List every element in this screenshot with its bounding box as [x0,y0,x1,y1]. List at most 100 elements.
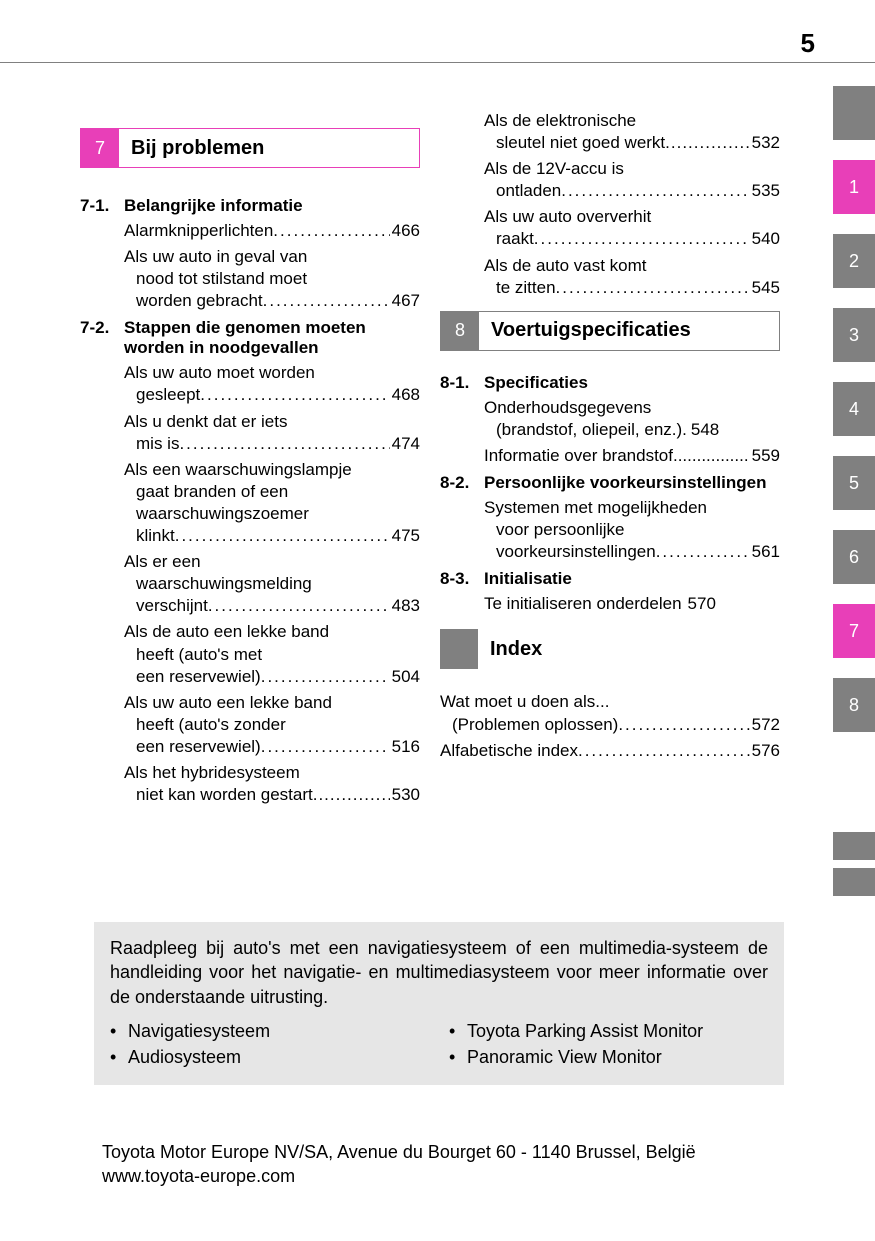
entry-text: heeft (auto's zonder [124,714,420,736]
side-tab-2[interactable]: 2 [833,234,875,288]
leader-dots [179,433,389,455]
info-intro: Raadpleeg bij auto's met een navigatiesy… [110,936,768,1009]
top-rule [0,62,875,63]
footer-text: Toyota Motor Europe NV/SA, Avenue du Bou… [102,1140,782,1189]
info-box: Raadpleeg bij auto's met een navigatiesy… [94,922,784,1085]
entry-text: Als de 12V-accu is [484,158,780,180]
entry-page: 540 [750,228,780,250]
entry-text: Als een waarschuwingslampje [124,459,420,481]
leader-dots [208,595,390,617]
entry-page: 548 [687,419,719,441]
toc-entry[interactable]: Als uw auto moet worden gesleept468 [124,362,420,406]
entry-text: niet kan worden gestart [136,784,313,806]
entry-page: 504 [390,666,420,688]
list-item-text: Audiosysteem [128,1045,241,1069]
entry-text: Te initialiseren onderdelen [484,593,682,615]
toc-entry[interactable]: Als uw auto oververhit raakt540 [484,206,780,250]
toc-entry[interactable]: Als de 12V-accu is ontladen535 [484,158,780,202]
entry-page: 516 [390,736,420,758]
entry-page: 466 [390,220,420,242]
toc-entry[interactable]: Systemen met mogelijkheden voor persoonl… [484,497,780,563]
section-index-header: Index [440,629,780,669]
leader-dots [273,220,389,242]
side-tab-blank[interactable] [833,86,875,140]
toc-entry[interactable]: Als de auto een lekke band heeft (auto's… [124,621,420,687]
bullet-icon: • [449,1045,467,1069]
list-item: •Audiosysteem [110,1045,429,1069]
entry-text: Als de auto vast komt [484,255,780,277]
subhead-7-1: 7-1. Belangrijke informatie [80,196,420,216]
section-index-number [440,629,478,669]
bullet-icon: • [110,1045,128,1069]
info-lists: •Navigatiesysteem •Audiosysteem •Toyota … [110,1019,768,1072]
entry-page: 559 [750,445,780,467]
entry-page: 561 [750,541,780,563]
entry-page: 532 [750,132,780,154]
subhead-7-1-title: Belangrijke informatie [124,196,420,216]
entry-text: voor persoonlijke [484,519,780,541]
subhead-8-1-num: 8-1. [440,373,484,393]
entry-page: 467 [390,290,420,312]
subhead-7-2-num: 7-2. [80,318,124,358]
toc-entry[interactable]: Wat moet u doen als... (Problemen oploss… [440,691,780,735]
entry-text: Als u denkt dat er iets [124,411,420,433]
side-tab-1[interactable]: 1 [833,160,875,214]
toc-entry[interactable]: Te initialiseren onderdelen570 [484,593,780,615]
entry-text: te zitten [496,277,556,299]
toc-entry[interactable]: Informatie over brandstof559 [484,445,780,467]
side-tab-3[interactable]: 3 [833,308,875,362]
side-tab-5[interactable]: 5 [833,456,875,510]
leader-dots [556,277,750,299]
side-tab-8[interactable]: 8 [833,678,875,732]
bullet-icon: • [449,1019,467,1043]
entry-text: worden gebracht [136,290,263,312]
side-tab-extra-1[interactable] [833,832,875,860]
toc-entry[interactable]: Als uw auto in geval van nood tot stilst… [124,246,420,312]
right-column: Als de elektronische sleutel niet goed w… [440,110,780,810]
toc-entry[interactable]: Alfabetische index576 [440,740,780,762]
side-tab-4[interactable]: 4 [833,382,875,436]
toc-entry[interactable]: Onderhoudsgegevens (brandstof, oliepeil,… [484,397,780,441]
subhead-8-3-title: Initialisatie [484,569,780,589]
entry-page: 576 [750,740,780,762]
entry-text: klinkt [136,525,175,547]
side-tabs: 1 2 3 4 5 6 7 8 [833,86,875,916]
leader-dots [261,666,390,688]
toc-entry[interactable]: Als de elektronische sleutel niet goed w… [484,110,780,154]
toc-entry[interactable]: Als de auto vast komt te zitten545 [484,255,780,299]
subhead-8-2: 8-2. Persoonlijke voorkeursinstellingen [440,473,780,493]
section-7-header: 7 Bij problemen [80,128,420,168]
entry-text: gaat branden of een [124,481,420,503]
side-tab-6[interactable]: 6 [833,530,875,584]
section-8-number: 8 [441,312,479,350]
leader-dots [175,525,390,547]
toc-entry[interactable]: Als u denkt dat er iets mis is474 [124,411,420,455]
toc-entry[interactable]: Als uw auto een lekke band heeft (auto's… [124,692,420,758]
entry-text: nood tot stilstand moet [124,268,420,290]
entry-text: sleutel niet goed werkt [496,132,665,154]
toc-entry[interactable]: Als een waarschuwingslampje gaat branden… [124,459,420,547]
entry-text: heeft (auto's met [124,644,420,666]
entry-text: Als uw auto een lekke band [124,692,420,714]
bullet-icon: • [110,1019,128,1043]
entry-page: 483 [390,595,420,617]
info-list-right: •Toyota Parking Assist Monitor •Panorami… [449,1019,768,1072]
entry-text: Als uw auto in geval van [124,246,420,268]
list-item-text: Navigatiesysteem [128,1019,270,1043]
toc-entry[interactable]: Als het hybridesysteem niet kan worden g… [124,762,420,806]
side-tab-extra-2[interactable] [833,868,875,896]
leader-dots [618,714,749,736]
entry-text: waarschuwingszoemer [124,503,420,525]
side-tab-7[interactable]: 7 [833,604,875,658]
section-8-title: Voertuigspecificaties [479,312,779,350]
entry-text: gesleept [136,384,200,406]
entry-page: 474 [390,433,420,455]
leader-dots [263,290,390,312]
left-column: 7 Bij problemen 7-1. Belangrijke informa… [80,110,420,810]
section-7-title: Bij problemen [119,129,419,167]
section-7-number: 7 [81,129,119,167]
entry-text: een reservewiel) [136,736,261,758]
toc-entry[interactable]: Alarmknipperlichten466 [124,220,420,242]
leader-dots [665,132,749,154]
toc-entry[interactable]: Als er een waarschuwingsmelding verschij… [124,551,420,617]
